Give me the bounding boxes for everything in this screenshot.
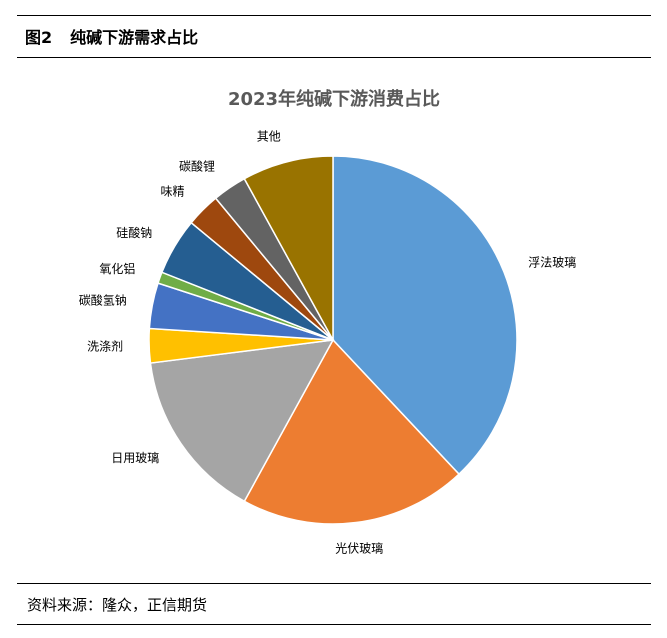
pie-slice-label: 碳酸锂 <box>179 158 215 173</box>
pie-slice-label: 洗涤剂 <box>87 339 123 354</box>
bottom-rule <box>17 624 651 625</box>
pie-slice-label: 氧化铝 <box>99 261 135 276</box>
figure-header: 图2 纯碱下游需求占比 <box>17 16 198 56</box>
pie-slice-label: 其他 <box>257 130 281 144</box>
pie-slice-label: 硅酸钠 <box>116 225 152 240</box>
pie-slice <box>243 338 461 525</box>
top-rule <box>17 15 651 16</box>
chart-area: 2023年纯碱下游消费占比 浮法玻璃光伏玻璃 日用玻璃 洗涤剂 碳酸氢钠 氧化铝 硅酸钠 味… <box>17 58 651 583</box>
pie-slice-label: 光伏玻璃 <box>335 541 383 555</box>
pie-slice-label: 碳酸氢钠 <box>79 293 127 308</box>
figure-title: 纯碱下游需求占比 <box>70 28 199 47</box>
pie-slice <box>149 339 335 503</box>
header-rule <box>17 57 651 58</box>
figure-label: 图2 <box>25 28 53 47</box>
pie-slice <box>243 155 334 341</box>
chart-title: 2023年纯碱下游消费占比 <box>228 88 440 110</box>
pie-slices <box>148 155 518 525</box>
pie-slice-label: 日用玻璃 <box>111 451 159 465</box>
pie-slice-label: 浮法玻璃 <box>528 256 576 270</box>
pie-slice-label: 味精 <box>160 185 184 199</box>
footer-rule <box>17 583 651 584</box>
pie-slice <box>332 155 518 476</box>
source-note: 资料来源：隆众，正信期货 <box>27 595 208 614</box>
